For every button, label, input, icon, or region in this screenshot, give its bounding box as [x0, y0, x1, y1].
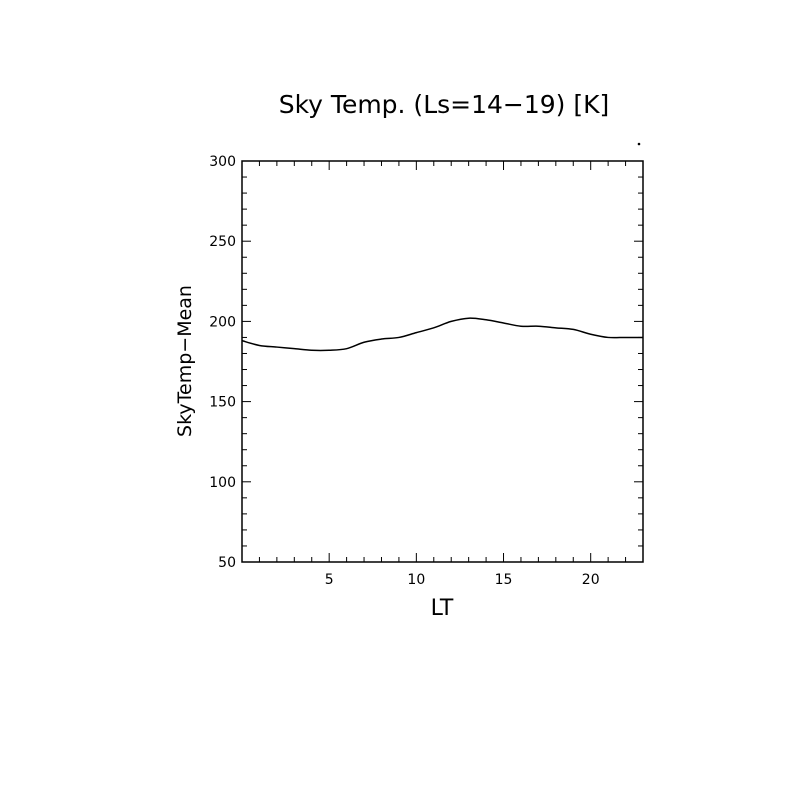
y-tick-label: 100 — [209, 475, 236, 491]
y-tick-label: 200 — [209, 314, 236, 330]
tick-labels: 5 10 15 20 50 100 150 200 250 300 — [209, 154, 599, 588]
y-tick-label: 250 — [209, 234, 236, 250]
y-axis-label: SkyTemp−Mean — [174, 285, 196, 437]
ticks — [241, 160, 644, 563]
chart-title: Sky Temp. (Ls=14−19) [K] — [279, 90, 610, 119]
x-tick-label: 10 — [407, 572, 425, 588]
y-tick-label: 150 — [209, 395, 236, 411]
axes — [241, 160, 644, 563]
x-tick-label: 20 — [582, 572, 600, 588]
y-tick-label: 300 — [209, 154, 236, 170]
x-axis-label: LT — [431, 596, 454, 621]
y-tick-label: 50 — [218, 555, 236, 571]
x-tick-label: 15 — [495, 572, 513, 588]
x-tick-label: 5 — [325, 572, 334, 588]
series-line — [241, 317, 643, 352]
plot-frame — [241, 160, 644, 563]
corner-dot-marker — [637, 142, 641, 146]
